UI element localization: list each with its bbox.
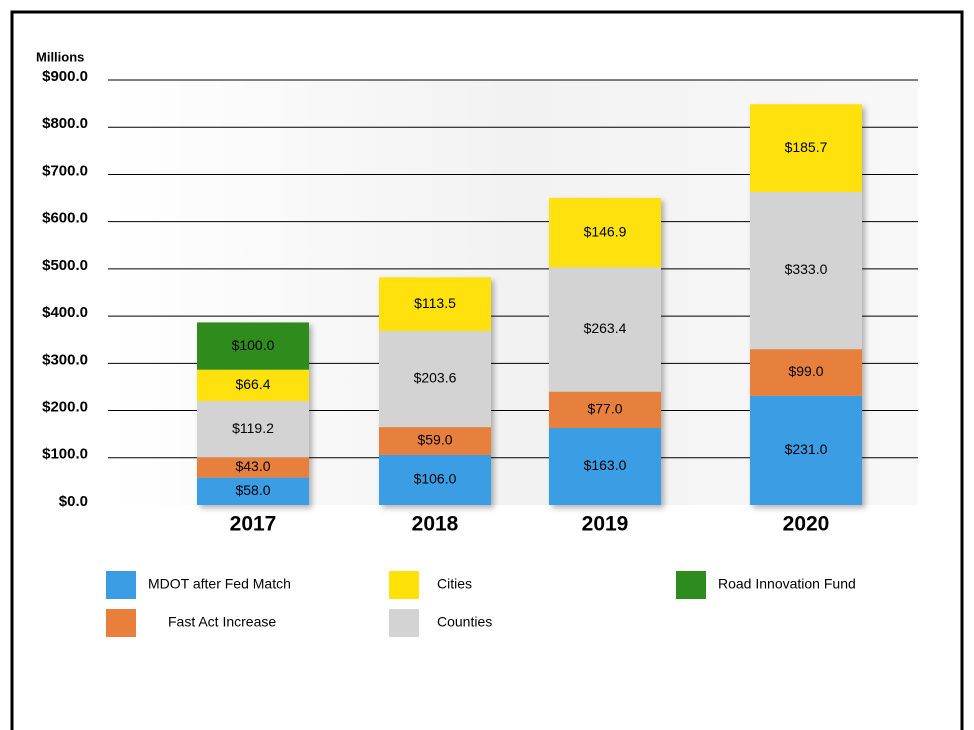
legend-swatch	[389, 609, 419, 637]
x-tick-label: 2020	[783, 513, 830, 536]
bar-segment	[379, 330, 491, 428]
bar-segment	[379, 427, 491, 455]
data-label: $58.0	[235, 482, 270, 498]
bar-segment	[549, 197, 661, 268]
legend-label: Road Innovation Fund	[718, 576, 856, 592]
legend-swatch	[106, 571, 136, 599]
data-label: $333.0	[785, 261, 828, 277]
y-tick-label: $700.0	[42, 162, 88, 179]
legend-label: Cities	[437, 576, 472, 592]
bar-segment	[750, 395, 862, 505]
bar-segment	[750, 104, 862, 192]
y-tick-label: $500.0	[42, 257, 88, 274]
y-tick-label: $800.0	[42, 115, 88, 132]
x-tick-label: 2019	[582, 513, 629, 536]
bar-segment	[197, 369, 309, 402]
legend-label: MDOT after Fed Match	[148, 576, 291, 592]
bar-segment	[549, 391, 661, 429]
data-label: $43.0	[235, 458, 270, 474]
bar-stack	[197, 322, 309, 505]
bar-segment	[750, 191, 862, 350]
y-tick-label: $900.0	[42, 68, 88, 85]
data-label: $146.9	[584, 223, 627, 239]
bar-segment	[197, 477, 309, 505]
data-label: $66.4	[235, 376, 270, 392]
data-label: $100.0	[232, 337, 275, 353]
data-label: $263.4	[584, 320, 627, 336]
x-tick-label: 2017	[230, 513, 277, 536]
y-tick-label: $0.0	[59, 493, 88, 510]
bar-segment	[549, 428, 661, 505]
x-tick-label: 2018	[412, 513, 459, 536]
data-label: $231.0	[785, 441, 828, 457]
legend-swatch	[389, 571, 419, 599]
y-tick-label: $100.0	[42, 446, 88, 463]
legend-label: Counties	[437, 614, 492, 630]
labels: 2017 $58.0 $43.0 $119.2 $66.4 $100.0 2018 $106.…	[230, 139, 830, 536]
y-tick-label: $300.0	[42, 351, 88, 368]
legend-swatch	[106, 609, 136, 637]
data-label: $99.0	[788, 363, 823, 379]
data-label: $119.2	[232, 420, 274, 436]
bar-segment	[379, 277, 491, 331]
data-label: $163.0	[584, 457, 627, 473]
y-tick-label: $200.0	[42, 399, 88, 416]
bar-segment	[379, 454, 491, 505]
legend-label: Fast Act Increase	[168, 614, 276, 630]
bar-stack	[379, 277, 491, 505]
bars	[197, 104, 862, 505]
data-label: $113.5	[414, 295, 456, 311]
legend-swatch	[676, 571, 706, 599]
data-label: $106.0	[414, 471, 457, 487]
y-tick-label: $400.0	[42, 304, 88, 321]
y-tick-label: $600.0	[42, 210, 88, 227]
y-axis-label: Millions	[36, 49, 84, 64]
data-label: $185.7	[785, 139, 828, 155]
frame	[10, 10, 964, 730]
legend: MDOT after Fed Match Fast Act Increase Cou…	[106, 571, 856, 637]
data-label: $203.6	[414, 370, 457, 386]
data-label: $77.0	[587, 401, 622, 417]
bar-segment	[197, 322, 309, 370]
bar-segment	[750, 349, 862, 396]
bar-stack	[549, 197, 661, 505]
bar-segment	[197, 457, 309, 478]
bar-stack	[750, 104, 862, 505]
data-label: $59.0	[417, 432, 452, 448]
bar-segment	[197, 401, 309, 458]
bar-segment	[549, 267, 661, 392]
